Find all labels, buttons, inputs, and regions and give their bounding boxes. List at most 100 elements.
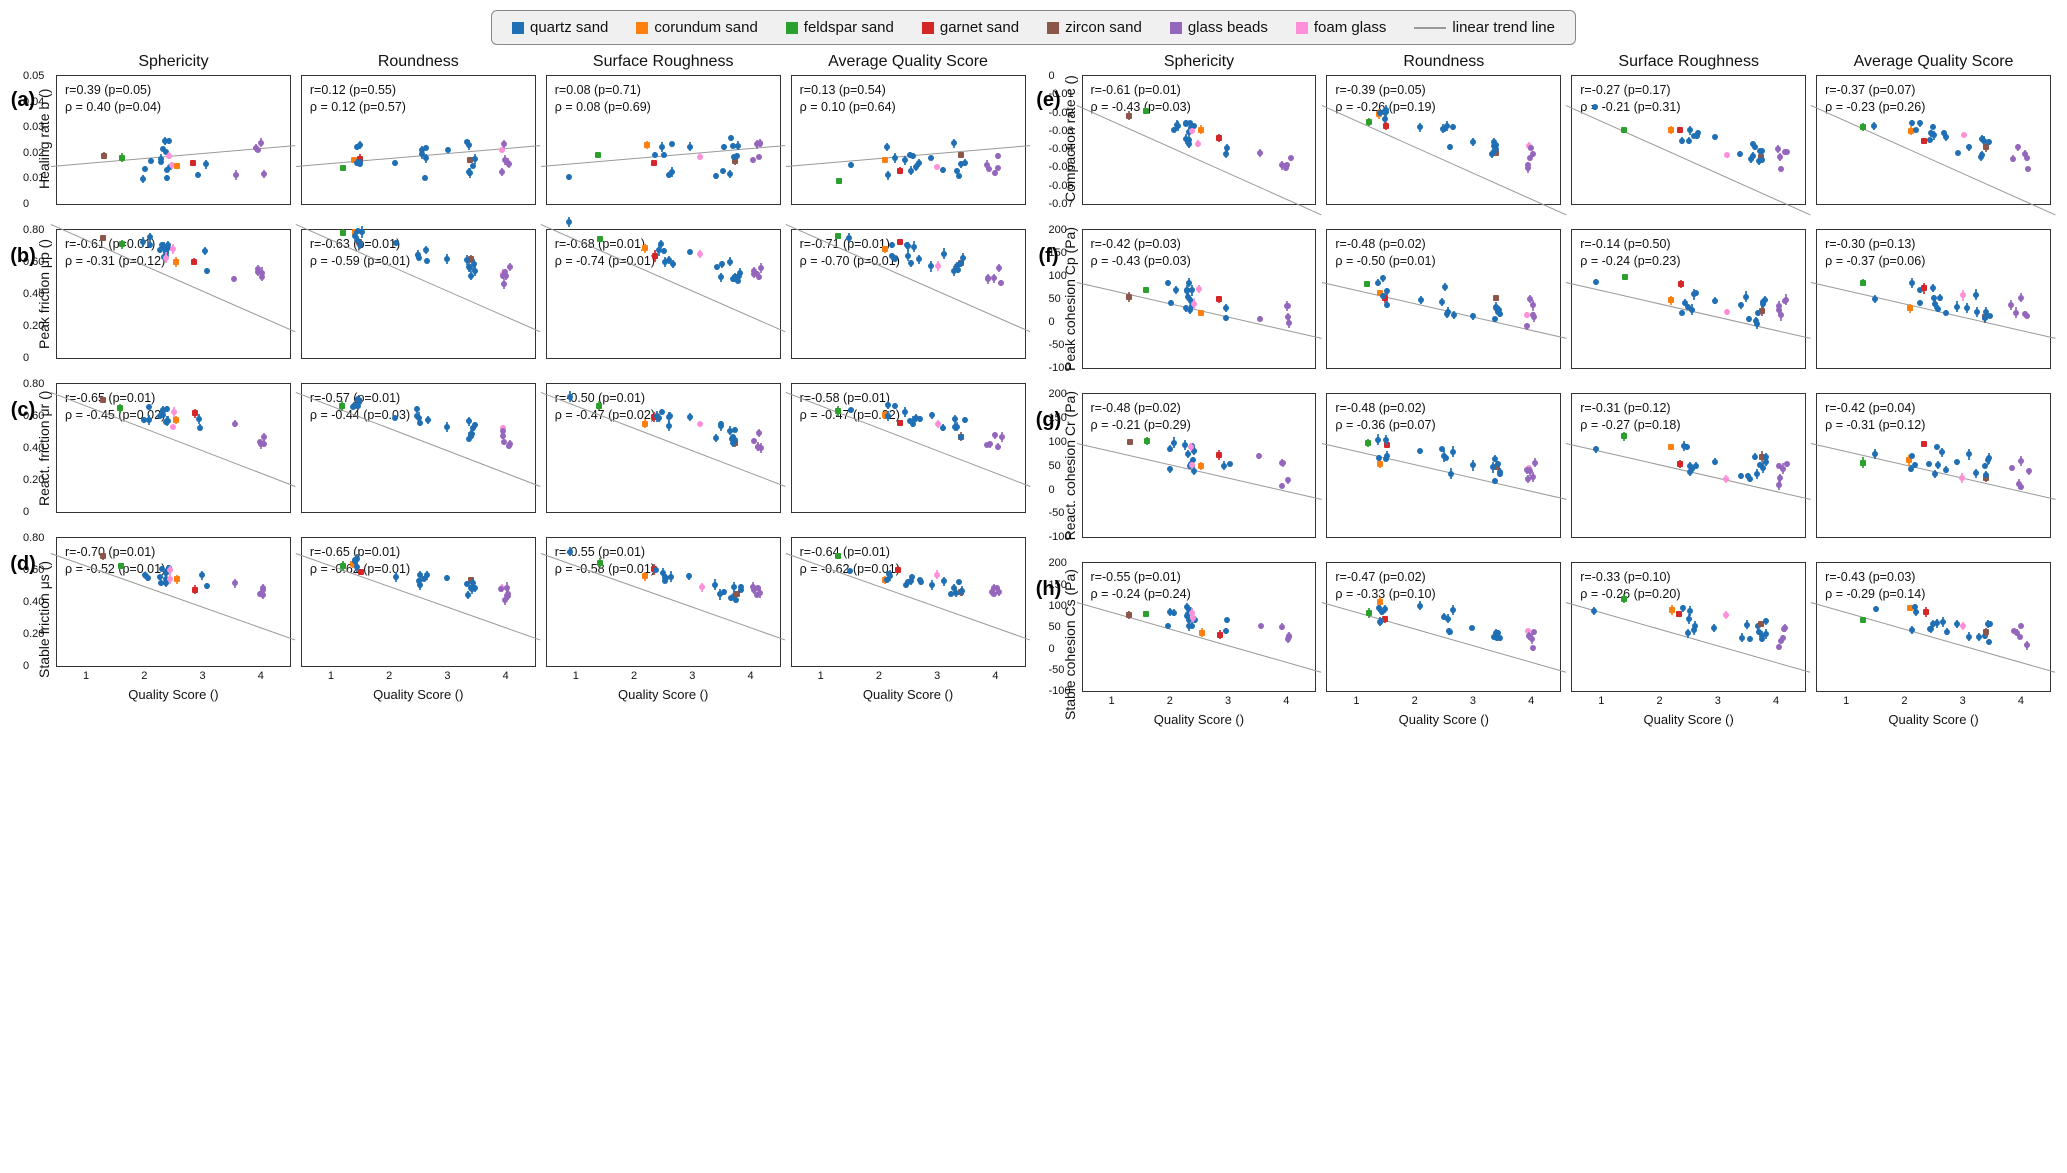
data-point-a-2-quartz-sand-18 bbox=[735, 143, 741, 149]
data-point-a-0-quartz-sand-11 bbox=[160, 146, 166, 152]
stat-text-e-3: r=-0.37 (p=0.07) ρ = -0.23 (p=0.26) bbox=[1825, 82, 1925, 116]
data-point-b-3-quartz-sand-12 bbox=[911, 244, 917, 250]
data-point-d-1-glass-beads-26 bbox=[505, 591, 511, 597]
data-point-c-1-quartz-sand-18 bbox=[472, 422, 478, 428]
data-point-d-2-quartz-sand-18 bbox=[731, 584, 737, 590]
data-point-d-3-foam-glass-14 bbox=[934, 572, 940, 578]
data-point-c-1-quartz-sand-8 bbox=[392, 415, 398, 421]
data-point-d-0-zircon-sand-0 bbox=[100, 553, 106, 559]
data-point-c-3-quartz-sand-5 bbox=[885, 402, 891, 408]
scatter-plot-f-0: 200 150 100 50 0 -50 -100 r=-0.42 (p=0.03) ρ = -… bbox=[1082, 229, 1317, 369]
data-point-h-3-quartz-sand-21 bbox=[1986, 639, 1992, 645]
panel-a-2: Surface Roughness r=0.08 (p=0.71) ρ = 0.08… bbox=[544, 51, 787, 207]
data-point-f-1-quartz-sand-3 bbox=[1384, 302, 1390, 308]
ytick-g-0-50: 50 bbox=[1049, 460, 1061, 472]
legend-item-quartz-sand: quartz sand bbox=[512, 19, 608, 36]
panel-h-1: 1 2 3 4 r=-0.47 (p=0.02) ρ = -0.33 (p=0.10) Qu… bbox=[1324, 540, 1567, 729]
data-point-a-0-glass-beads-22 bbox=[261, 171, 267, 177]
data-point-e-1-quartz-sand-11 bbox=[1447, 144, 1453, 150]
data-point-c-2-quartz-sand-6 bbox=[654, 413, 660, 419]
data-point-c-3-quartz-sand-13 bbox=[929, 412, 935, 418]
data-point-h-0-feldspar-sand-1 bbox=[1143, 611, 1149, 617]
data-point-e-0-garnet-sand-17 bbox=[1216, 135, 1222, 141]
legend-swatch-quartz-sand bbox=[512, 22, 524, 34]
data-point-c-3-quartz-sand-4 bbox=[892, 403, 898, 409]
data-point-g-3-glass-beads-23 bbox=[2009, 465, 2015, 471]
data-point-e-3-glass-beads-22 bbox=[2015, 144, 2021, 150]
data-point-a-3-quartz-sand-12 bbox=[916, 160, 922, 166]
data-point-f-2-quartz-sand-9 bbox=[1693, 290, 1699, 296]
data-point-c-1-quartz-sand-13 bbox=[425, 417, 431, 423]
scatter-plot-a-0: 0 0.01 0.02 0.03 0.04 0.05 r=0.39 (p=0.05) ρ = … bbox=[56, 75, 291, 205]
data-point-c-3-quartz-sand-12 bbox=[917, 416, 923, 422]
data-point-e-3-glass-beads-26 bbox=[2025, 166, 2031, 172]
data-point-a-0-quartz-sand-18 bbox=[195, 172, 201, 178]
data-point-a-3-quartz-sand-13 bbox=[928, 155, 934, 161]
data-point-b-1-quartz-sand-12 bbox=[415, 252, 421, 258]
data-point-e-1-garnet-sand-2 bbox=[1383, 123, 1389, 129]
scatter-plot-f-3: r=-0.30 (p=0.13) ρ = -0.37 (p=0.06) bbox=[1816, 229, 2051, 369]
ytick-e-0--0.06: -0.06 bbox=[1049, 180, 1074, 192]
data-point-a-0-quartz-sand-12 bbox=[164, 175, 170, 181]
data-point-d-2-feldspar-sand-1 bbox=[597, 560, 603, 566]
ytick-a-0-0.05: 0.05 bbox=[23, 70, 44, 82]
data-point-c-0-quartz-sand-18 bbox=[197, 425, 203, 431]
data-point-h-3-quartz-sand-20 bbox=[1985, 621, 1991, 627]
data-point-b-3-quartz-sand-19 bbox=[955, 267, 961, 273]
data-point-f-1-glass-beads-25 bbox=[1530, 312, 1536, 318]
data-point-f-3-quartz-sand-17 bbox=[1973, 292, 1979, 298]
stat-text-f-2: r=-0.14 (p=0.50) ρ = -0.24 (p=0.23) bbox=[1580, 236, 1680, 270]
panel-b-0: 0 0.20 0.40 0.60 0.80 r=-0.61 (p=0.01) ρ = -0.… bbox=[54, 207, 297, 361]
ytick-a-0-0.03: 0.03 bbox=[23, 121, 44, 133]
data-point-b-3-quartz-sand-9 bbox=[905, 243, 911, 249]
data-point-e-2-quartz-sand-6 bbox=[1679, 138, 1685, 144]
panel-d-1: 1234r=-0.65 (p=0.01)ρ = -0.62 (p=0.01)Qu… bbox=[299, 515, 542, 704]
stat-text-d-0: r=-0.70 (p=0.01) ρ = -0.52 (p=0.01) bbox=[65, 544, 165, 578]
scatter-plot-b-3: r=-0.71 (p=0.01) ρ = -0.70 (p=0.01) bbox=[791, 229, 1026, 359]
data-point-h-1-quartz-sand-8 bbox=[1417, 603, 1423, 609]
data-point-b-0-quartz-sand-19 bbox=[202, 248, 208, 254]
data-point-b-1-glass-beads-26 bbox=[507, 264, 513, 270]
xaxis-label-h-3: Quality Score () bbox=[1816, 712, 2051, 727]
data-point-f-2-glass-beads-26 bbox=[1778, 312, 1784, 318]
scatter-plot-e-2: r=-0.27 (p=0.17) ρ = -0.21 (p=0.31) bbox=[1571, 75, 1806, 205]
data-point-g-0-quartz-sand-5 bbox=[1185, 451, 1191, 457]
data-point-a-1-quartz-sand-8 bbox=[392, 160, 398, 166]
data-point-a-1-quartz-sand-11 bbox=[422, 175, 428, 181]
data-point-g-2-quartz-sand-20 bbox=[1754, 471, 1760, 477]
data-point-g-3-quartz-sand-19 bbox=[1983, 472, 1989, 478]
ytick-d-0-0.8: 0.80 bbox=[23, 532, 44, 544]
data-point-f-2-garnet-sand-3 bbox=[1678, 281, 1684, 287]
stat-text-h-1: r=-0.47 (p=0.02) ρ = -0.33 (p=0.10) bbox=[1335, 569, 1435, 603]
data-point-f-3-quartz-sand-15 bbox=[1964, 305, 1970, 311]
xtick-h-2-1: 1 bbox=[1598, 695, 1604, 707]
data-point-b-1-quartz-sand-10 bbox=[423, 247, 429, 253]
data-point-g-1-quartz-sand-20 bbox=[1490, 464, 1496, 470]
data-point-g-0-quartz-sand-2 bbox=[1167, 466, 1173, 472]
data-point-f-0-quartz-sand-12 bbox=[1183, 305, 1189, 311]
data-point-g-3-glass-beads-26 bbox=[2018, 484, 2024, 490]
data-point-e-2-garnet-sand-3 bbox=[1677, 127, 1683, 133]
data-point-f-2-corundum-sand-2 bbox=[1668, 297, 1674, 303]
data-point-h-2-quartz-sand-0 bbox=[1591, 608, 1597, 614]
data-point-e-2-foam-glass-11 bbox=[1724, 152, 1730, 158]
data-point-d-1-quartz-sand-4 bbox=[354, 564, 360, 570]
ytick-e-0--0.03: -0.03 bbox=[1049, 125, 1074, 137]
data-point-g-1-quartz-sand-8 bbox=[1417, 448, 1423, 454]
data-point-a-0-glass-beads-24 bbox=[255, 147, 261, 153]
data-point-a-0-corundum-sand-16 bbox=[174, 163, 180, 169]
data-point-c-0-corundum-sand-16 bbox=[173, 417, 179, 423]
scatter-plot-h-1: 1 2 3 4 r=-0.47 (p=0.02) ρ = -0.33 (p=0.10) bbox=[1326, 562, 1561, 692]
data-point-h-3-glass-beads-25 bbox=[2018, 623, 2024, 629]
data-point-f-3-glass-beads-26 bbox=[2022, 311, 2028, 317]
data-point-d-0-quartz-sand-9 bbox=[158, 580, 164, 586]
data-point-h-1-quartz-sand-5 bbox=[1376, 605, 1382, 611]
data-point-a-2-quartz-sand-14 bbox=[721, 144, 727, 150]
data-point-a-0-zircon-sand-0 bbox=[101, 153, 107, 159]
xtick-d-0-4: 4 bbox=[258, 670, 264, 682]
ytick-f-0-100: 100 bbox=[1049, 270, 1067, 282]
data-point-e-3-quartz-sand-12 bbox=[1943, 134, 1949, 140]
panel-b-3: r=-0.71 (p=0.01) ρ = -0.70 (p=0.01) bbox=[789, 207, 1032, 361]
data-point-g-0-quartz-sand-4 bbox=[1167, 446, 1173, 452]
ytick-b-0-0.4: 0.40 bbox=[23, 288, 44, 300]
